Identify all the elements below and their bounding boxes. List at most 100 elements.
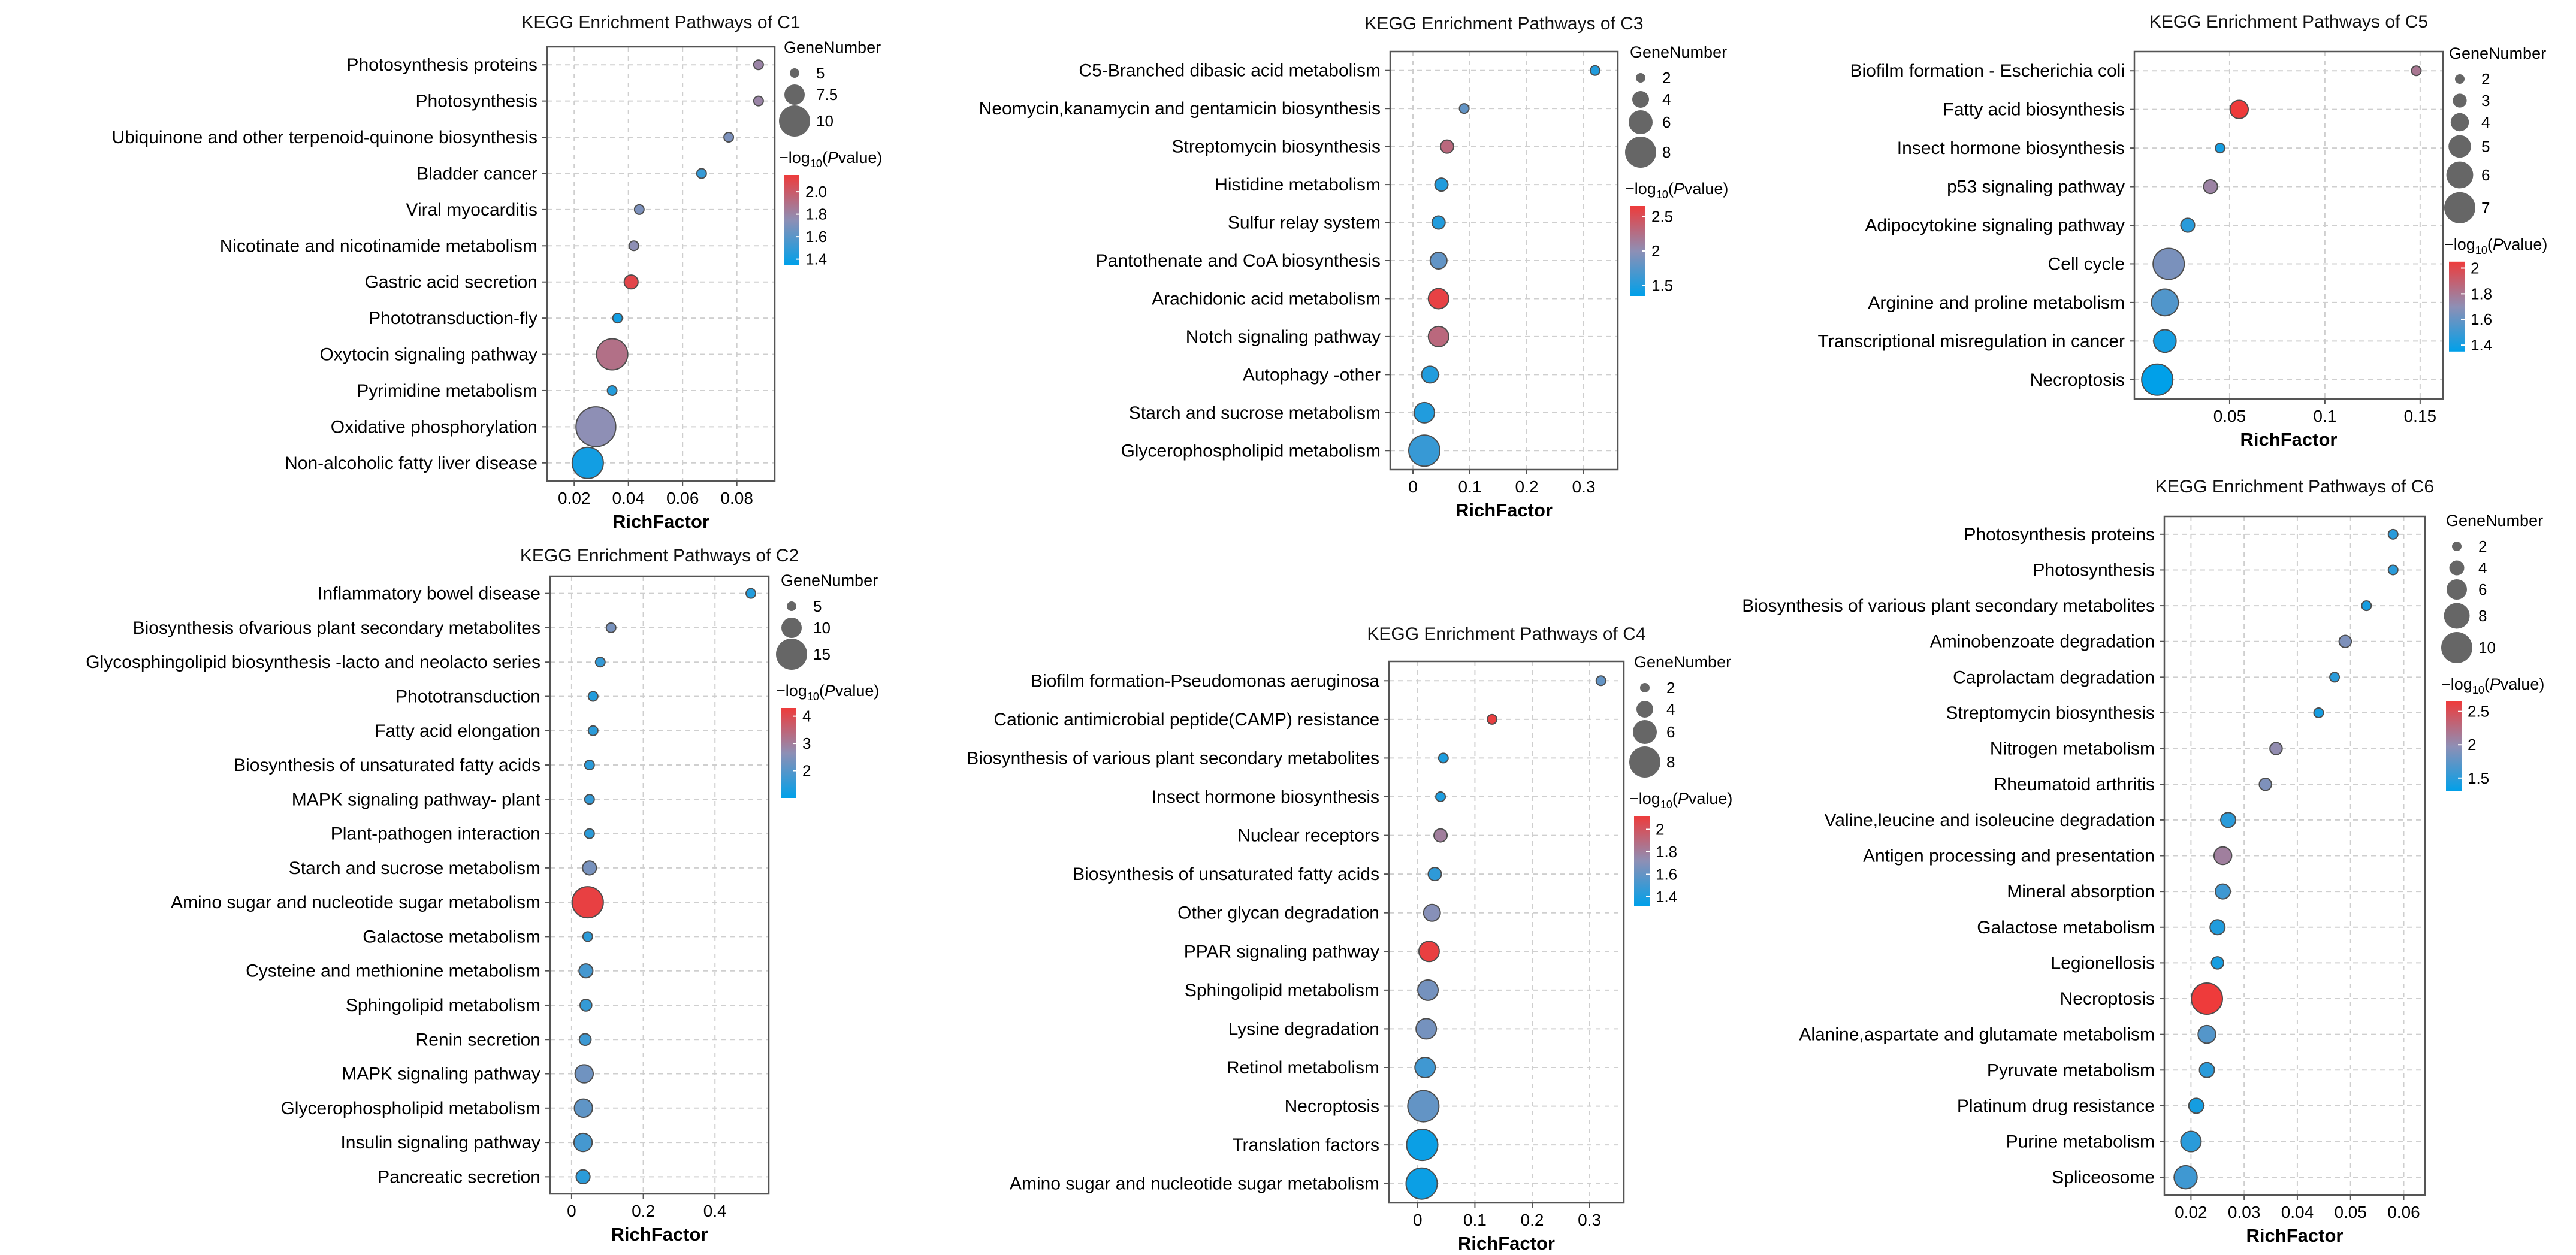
color-legend-title: −log10(Pvalue) xyxy=(779,149,882,170)
pathway-label: Purine metabolism xyxy=(2006,1132,2155,1152)
pathway-label: C5-Branched dibasic acid metabolism xyxy=(1079,61,1381,81)
pathway-label: Necroptosis xyxy=(1285,1097,1379,1117)
data-point xyxy=(2151,288,2179,317)
pathway-label: Retinol metabolism xyxy=(1227,1058,1379,1078)
panel-c6: KEGG Enrichment Pathways of C6 0.02 0.03 0.… xyxy=(1742,477,2544,1246)
data-point xyxy=(2152,247,2185,280)
pathway-label: Arachidonic acid metabolism xyxy=(1152,289,1381,309)
color-legend-label: 2 xyxy=(802,762,811,780)
data-point xyxy=(1423,903,1441,922)
data-point xyxy=(1595,675,1606,687)
plot-frame xyxy=(549,575,770,1195)
pathway-label: Galactose metabolism xyxy=(1977,918,2155,938)
data-point xyxy=(1433,828,1448,843)
data-point xyxy=(1427,325,1449,347)
data-point xyxy=(587,691,599,702)
data-point xyxy=(1408,434,1440,467)
size-legend-label: 2 xyxy=(1666,679,1675,697)
data-point xyxy=(578,963,594,979)
data-point xyxy=(573,1132,593,1153)
color-legend-label: 2.5 xyxy=(2468,703,2489,721)
pathway-label: Autophagy -other xyxy=(1243,365,1381,385)
pathway-label: Nuclear receptors xyxy=(1237,826,1379,846)
data-point xyxy=(1418,941,1440,963)
data-point xyxy=(753,95,764,107)
x-tick-label: 0.03 xyxy=(2228,1203,2261,1221)
pathway-label: Sphingolipid metabolism xyxy=(346,996,540,1015)
pathway-label: Legionellosis xyxy=(2051,953,2155,973)
data-point xyxy=(2180,217,2196,233)
data-point xyxy=(606,385,618,396)
size-legend-label: 7.5 xyxy=(816,86,838,104)
data-point xyxy=(2153,329,2177,353)
pathway-label: Glycosphingolipid biosynthesis -lacto an… xyxy=(86,652,540,672)
panel-c3: KEGG Enrichment Pathways of C3 0 0.1 0.2 0.3… xyxy=(979,14,1729,521)
size-legend-label: 8 xyxy=(1662,143,1671,161)
pathway-label: Photosynthesis proteins xyxy=(1964,525,2155,545)
data-point xyxy=(2215,883,2231,900)
data-point xyxy=(574,1064,594,1084)
panel-title: KEGG Enrichment Pathways of C6 xyxy=(2155,477,2434,497)
pathway-label: Cell cycle xyxy=(2048,254,2125,274)
data-point xyxy=(1438,752,1449,764)
pathway-label: MAPK signaling pathway- plant xyxy=(292,790,541,809)
pathway-label: Sulfur relay system xyxy=(1228,213,1381,233)
color-legend-label: 1.4 xyxy=(2471,336,2492,354)
size-legend-dot xyxy=(2444,192,2475,223)
pathway-label: Spliceosome xyxy=(2052,1168,2155,1187)
pathway-label: Photosynthesis xyxy=(2033,560,2155,580)
pathway-label: Lysine degradation xyxy=(1228,1019,1379,1039)
size-legend-label: 6 xyxy=(2481,166,2490,184)
color-legend-title: −log10(Pvalue) xyxy=(1625,180,1728,201)
pathway-label: Neomycin,kanamycin and gentamicin biosyn… xyxy=(979,99,1381,119)
data-point xyxy=(1406,1129,1439,1162)
pathway-label: Necroptosis xyxy=(2060,989,2155,1009)
data-point xyxy=(594,657,606,668)
data-point xyxy=(1434,177,1449,192)
size-legend-dot xyxy=(790,68,799,78)
pathway-label: Aminobenzoate degradation xyxy=(1930,632,2155,652)
pathway-label: Notch signaling pathway xyxy=(1186,327,1381,347)
data-point xyxy=(571,446,604,479)
x-tick-label: 0 xyxy=(1413,1211,1423,1229)
pathway-label: Sphingolipid metabolism xyxy=(1185,981,1379,1000)
size-legend-label: 8 xyxy=(1666,753,1675,771)
data-point xyxy=(2338,634,2352,648)
data-point xyxy=(2361,600,2372,612)
data-point xyxy=(723,132,735,143)
color-legend-title: −log10(Pvalue) xyxy=(2444,235,2547,256)
size-legend-dot xyxy=(2447,579,2467,600)
pathway-label: Valine,leucine and isoleucine degradatio… xyxy=(1824,811,2155,830)
x-tick-label: 0.04 xyxy=(2281,1203,2314,1221)
pathway-label: Biosynthesis of unsaturated fatty acids xyxy=(1073,864,1379,884)
size-legend-label: 2 xyxy=(1662,69,1671,87)
data-point xyxy=(633,204,645,215)
data-point xyxy=(2180,1130,2202,1153)
x-tick-label: 0.06 xyxy=(666,489,699,507)
size-legend-dot xyxy=(784,84,805,105)
size-legend-label: 6 xyxy=(2478,580,2487,598)
pathway-label: Cationic antimicrobial peptide(CAMP) res… xyxy=(993,710,1379,730)
x-tick-label: 0.02 xyxy=(558,489,591,507)
pathway-label: Photosynthesis proteins xyxy=(346,55,537,75)
panel-title: KEGG Enrichment Pathways of C5 xyxy=(2149,12,2428,32)
data-point xyxy=(582,860,597,876)
data-point xyxy=(2229,99,2249,119)
size-legend-label: 5 xyxy=(813,597,822,615)
size-legend-dot xyxy=(1625,137,1656,168)
pathway-label: Plant-pathogen interaction xyxy=(331,824,540,844)
pathway-label: Pyrimidine metabolism xyxy=(357,381,537,401)
panel-c5: KEGG Enrichment Pathways of C5 0.05 0.1 0.1… xyxy=(1818,12,2548,450)
size-legend-title: GeneNumber xyxy=(1630,43,1727,61)
panel-c4: KEGG Enrichment Pathways of C4 0 0.1 0.2 0.3… xyxy=(967,624,1732,1254)
pathway-label: Biofilm formation - Escherichia coli xyxy=(1850,61,2125,81)
size-legend-dot xyxy=(1633,720,1657,744)
pathway-label: Adipocytokine signaling pathway xyxy=(1865,216,2125,235)
panel-title: KEGG Enrichment Pathways of C2 xyxy=(520,546,799,565)
size-legend-label: 2 xyxy=(2481,70,2490,88)
panel-c1: KEGG Enrichment Pathways of C1 0.02 0.04 0.… xyxy=(111,13,882,532)
pathway-label: Inflammatory bowel disease xyxy=(318,584,540,604)
color-legend-label: 1.6 xyxy=(805,228,827,246)
color-legend-label: 3 xyxy=(802,734,811,752)
pathway-label: Caprolactam degradation xyxy=(1953,667,2155,687)
